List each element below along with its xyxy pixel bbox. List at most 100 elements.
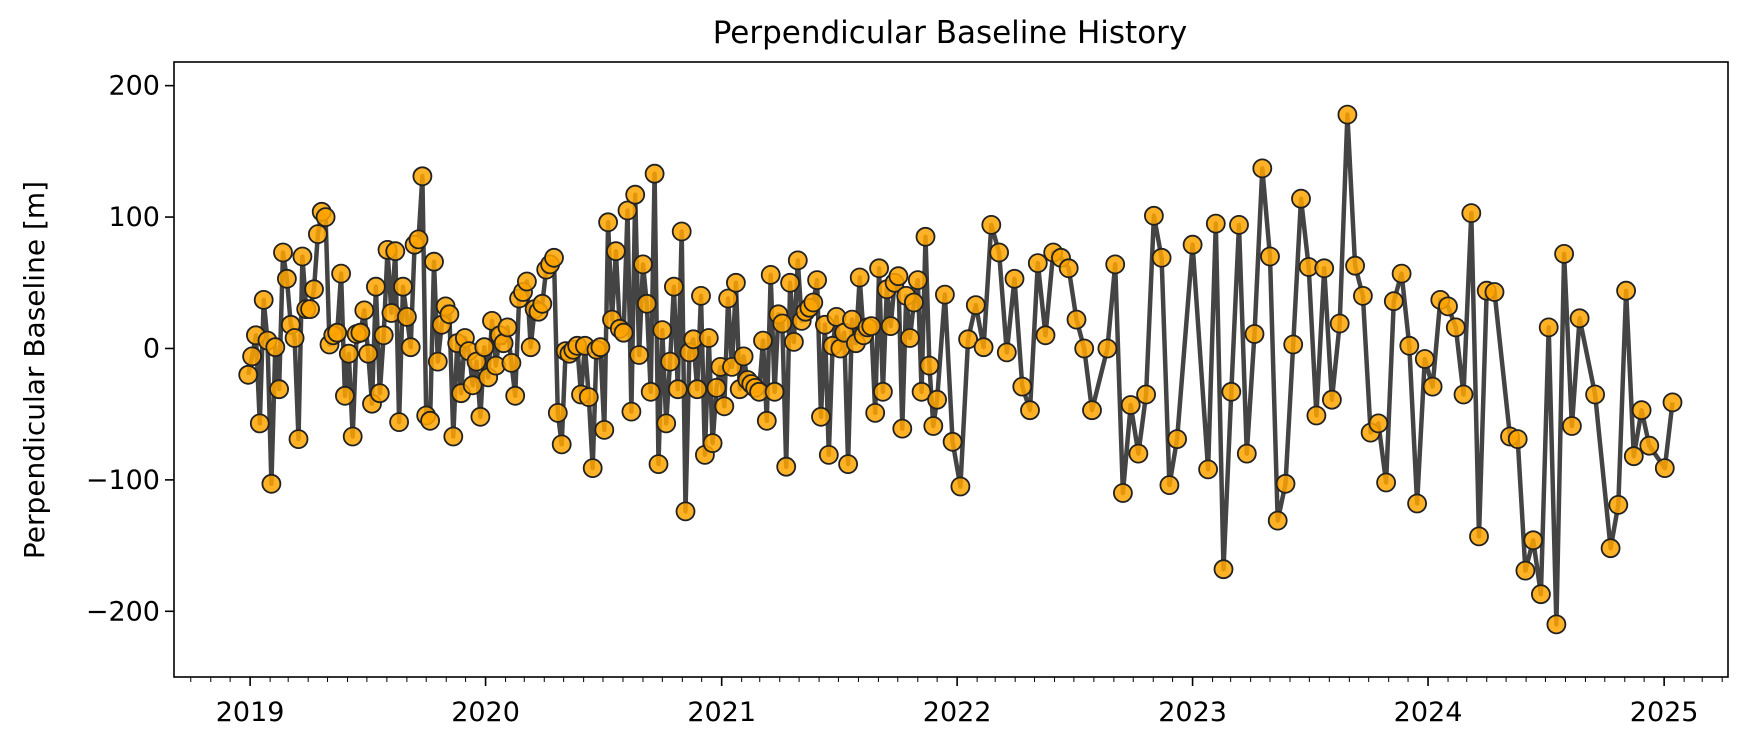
data-point bbox=[443, 426, 464, 447]
data-point bbox=[861, 316, 882, 337]
data-point bbox=[547, 402, 568, 423]
data-point bbox=[811, 406, 831, 427]
data-point bbox=[1113, 483, 1133, 503]
data-point bbox=[942, 431, 963, 452]
data-point bbox=[1275, 473, 1296, 494]
data-point bbox=[807, 270, 827, 291]
data-point bbox=[400, 337, 421, 358]
data-point bbox=[1662, 392, 1683, 413]
data-point bbox=[300, 299, 321, 320]
data-point bbox=[714, 396, 735, 417]
data-point bbox=[1608, 494, 1629, 515]
data-point bbox=[652, 320, 673, 341]
data-point bbox=[613, 322, 634, 343]
data-point bbox=[1020, 400, 1040, 421]
data-point bbox=[621, 401, 642, 422]
data-point bbox=[342, 426, 363, 447]
data-point bbox=[358, 343, 379, 364]
data-point bbox=[1623, 446, 1644, 467]
data-point bbox=[253, 289, 274, 310]
data-point bbox=[389, 412, 410, 433]
data-point bbox=[1213, 559, 1234, 580]
data-point bbox=[304, 279, 324, 300]
data-point bbox=[265, 337, 286, 358]
data-point bbox=[1205, 213, 1226, 234]
data-point bbox=[1515, 560, 1536, 581]
x-tick-label: 2021 bbox=[687, 697, 756, 728]
data-point bbox=[354, 300, 375, 321]
data-point bbox=[412, 166, 433, 187]
data-point bbox=[532, 293, 553, 314]
data-point bbox=[803, 292, 824, 313]
data-point bbox=[1283, 334, 1304, 355]
data-point bbox=[470, 406, 491, 427]
data-point bbox=[1399, 335, 1420, 356]
data-point bbox=[1345, 255, 1365, 276]
data-point bbox=[284, 328, 305, 348]
data-point bbox=[1616, 280, 1636, 301]
data-point bbox=[1182, 234, 1203, 255]
data-point bbox=[1600, 538, 1621, 559]
data-point bbox=[1383, 291, 1404, 312]
data-point bbox=[636, 293, 657, 314]
y-tick-label: 0 bbox=[143, 333, 160, 364]
data-point bbox=[598, 212, 618, 233]
data-point bbox=[1562, 416, 1582, 436]
data-point bbox=[965, 295, 986, 316]
data-point bbox=[989, 242, 1009, 263]
data-point bbox=[369, 383, 390, 404]
data-point bbox=[842, 309, 862, 330]
y-axis-title: Perpendicular Baseline [m] bbox=[18, 181, 51, 559]
data-point bbox=[667, 379, 688, 400]
x-tick-label: 2022 bbox=[923, 697, 992, 728]
data-point bbox=[1027, 253, 1048, 274]
data-point bbox=[288, 429, 309, 450]
data-point bbox=[505, 385, 526, 406]
data-point bbox=[702, 433, 723, 454]
data-point bbox=[892, 418, 913, 439]
data-point bbox=[1244, 324, 1265, 344]
data-point bbox=[1035, 325, 1056, 346]
data-point bbox=[1337, 104, 1358, 125]
data-point bbox=[640, 381, 661, 402]
chart-title: Perpendicular Baseline History bbox=[713, 15, 1188, 51]
data-point bbox=[625, 184, 646, 205]
data-point bbox=[671, 221, 692, 242]
data-point bbox=[1252, 158, 1273, 179]
data-point bbox=[1306, 405, 1327, 426]
data-point bbox=[1329, 313, 1350, 334]
data-point bbox=[648, 454, 669, 475]
data-point bbox=[497, 317, 518, 338]
data-point bbox=[1267, 510, 1288, 531]
data-point bbox=[307, 224, 328, 245]
x-tick-label: 2023 bbox=[1158, 697, 1227, 728]
data-point bbox=[656, 413, 677, 434]
plot-frame bbox=[173, 61, 1729, 678]
data-point bbox=[1461, 203, 1482, 224]
data-point bbox=[238, 364, 259, 385]
data-point bbox=[772, 313, 793, 334]
data-point bbox=[996, 342, 1017, 363]
data-point bbox=[1414, 349, 1435, 369]
data-point bbox=[1554, 243, 1574, 264]
data-point bbox=[776, 456, 797, 477]
data-point bbox=[331, 263, 352, 284]
data-point bbox=[849, 267, 870, 288]
data-point bbox=[787, 250, 808, 271]
data-point bbox=[873, 381, 893, 402]
data-point bbox=[1585, 384, 1605, 405]
data-point bbox=[973, 337, 994, 358]
data-point bbox=[1538, 317, 1559, 338]
data-point bbox=[424, 251, 444, 272]
data-point bbox=[544, 247, 564, 268]
y-tick-label: 100 bbox=[108, 202, 160, 233]
data-point bbox=[551, 434, 572, 455]
data-point bbox=[273, 242, 293, 263]
data-point bbox=[629, 345, 649, 365]
data-point bbox=[1236, 443, 1257, 464]
data-point bbox=[1004, 268, 1025, 289]
data-point bbox=[1229, 214, 1249, 235]
x-tick-label: 2019 bbox=[216, 697, 285, 728]
data-point bbox=[923, 416, 944, 436]
